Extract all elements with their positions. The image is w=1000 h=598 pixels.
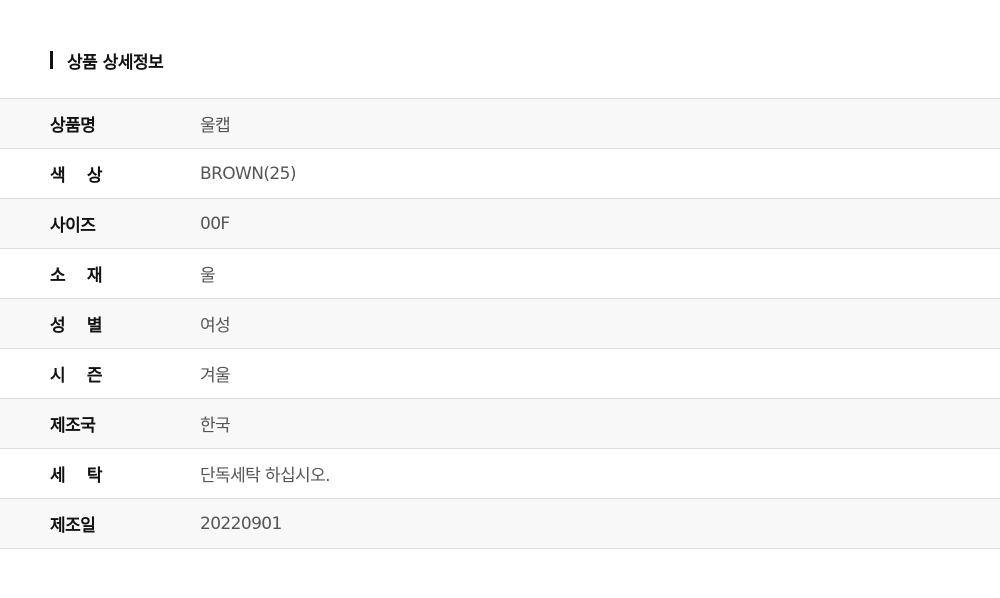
- title-accent-bar: [50, 51, 53, 69]
- row-label: 사이즈: [50, 216, 96, 236]
- row-value: 00F: [200, 213, 230, 234]
- row-value: 겨울: [200, 366, 231, 386]
- table-row: 제조일 20220901: [0, 499, 1000, 549]
- row-label: 소 재: [50, 266, 103, 286]
- row-label: 상품명: [50, 116, 96, 136]
- row-label: 세 탁: [50, 466, 103, 486]
- row-label: 성 별: [50, 316, 103, 336]
- table-row: 세 탁 단독세탁 하십시오.: [0, 449, 1000, 499]
- row-label: 제조일: [50, 516, 96, 536]
- section-title: 상품 상세정보: [67, 52, 164, 73]
- row-value: 20220901: [200, 513, 282, 534]
- row-label: 색 상: [50, 166, 103, 186]
- table-row: 시 즌 겨울: [0, 349, 1000, 399]
- table-row: 색 상 BROWN(25): [0, 149, 1000, 199]
- row-value: 한국: [200, 416, 231, 436]
- table-row: 제조국 한국: [0, 399, 1000, 449]
- row-label: 제조국: [50, 416, 96, 436]
- row-value: BROWN(25): [200, 163, 296, 184]
- row-value: 단독세탁 하십시오.: [200, 466, 331, 486]
- table-row: 성 별 여성: [0, 299, 1000, 349]
- row-label: 시 즌: [50, 366, 103, 386]
- table-row: 사이즈 00F: [0, 199, 1000, 249]
- row-value: 울: [200, 266, 216, 286]
- table-row: 상품명 울캡: [0, 99, 1000, 149]
- product-detail-table: 상품명 울캡 색 상 BROWN(25) 사이즈 00F 소 재 울 성 별 여성 시 즌…: [0, 98, 1000, 549]
- section-header: 상품 상세정보: [50, 50, 164, 73]
- row-value: 울캡: [200, 116, 231, 136]
- row-value: 여성: [200, 316, 231, 336]
